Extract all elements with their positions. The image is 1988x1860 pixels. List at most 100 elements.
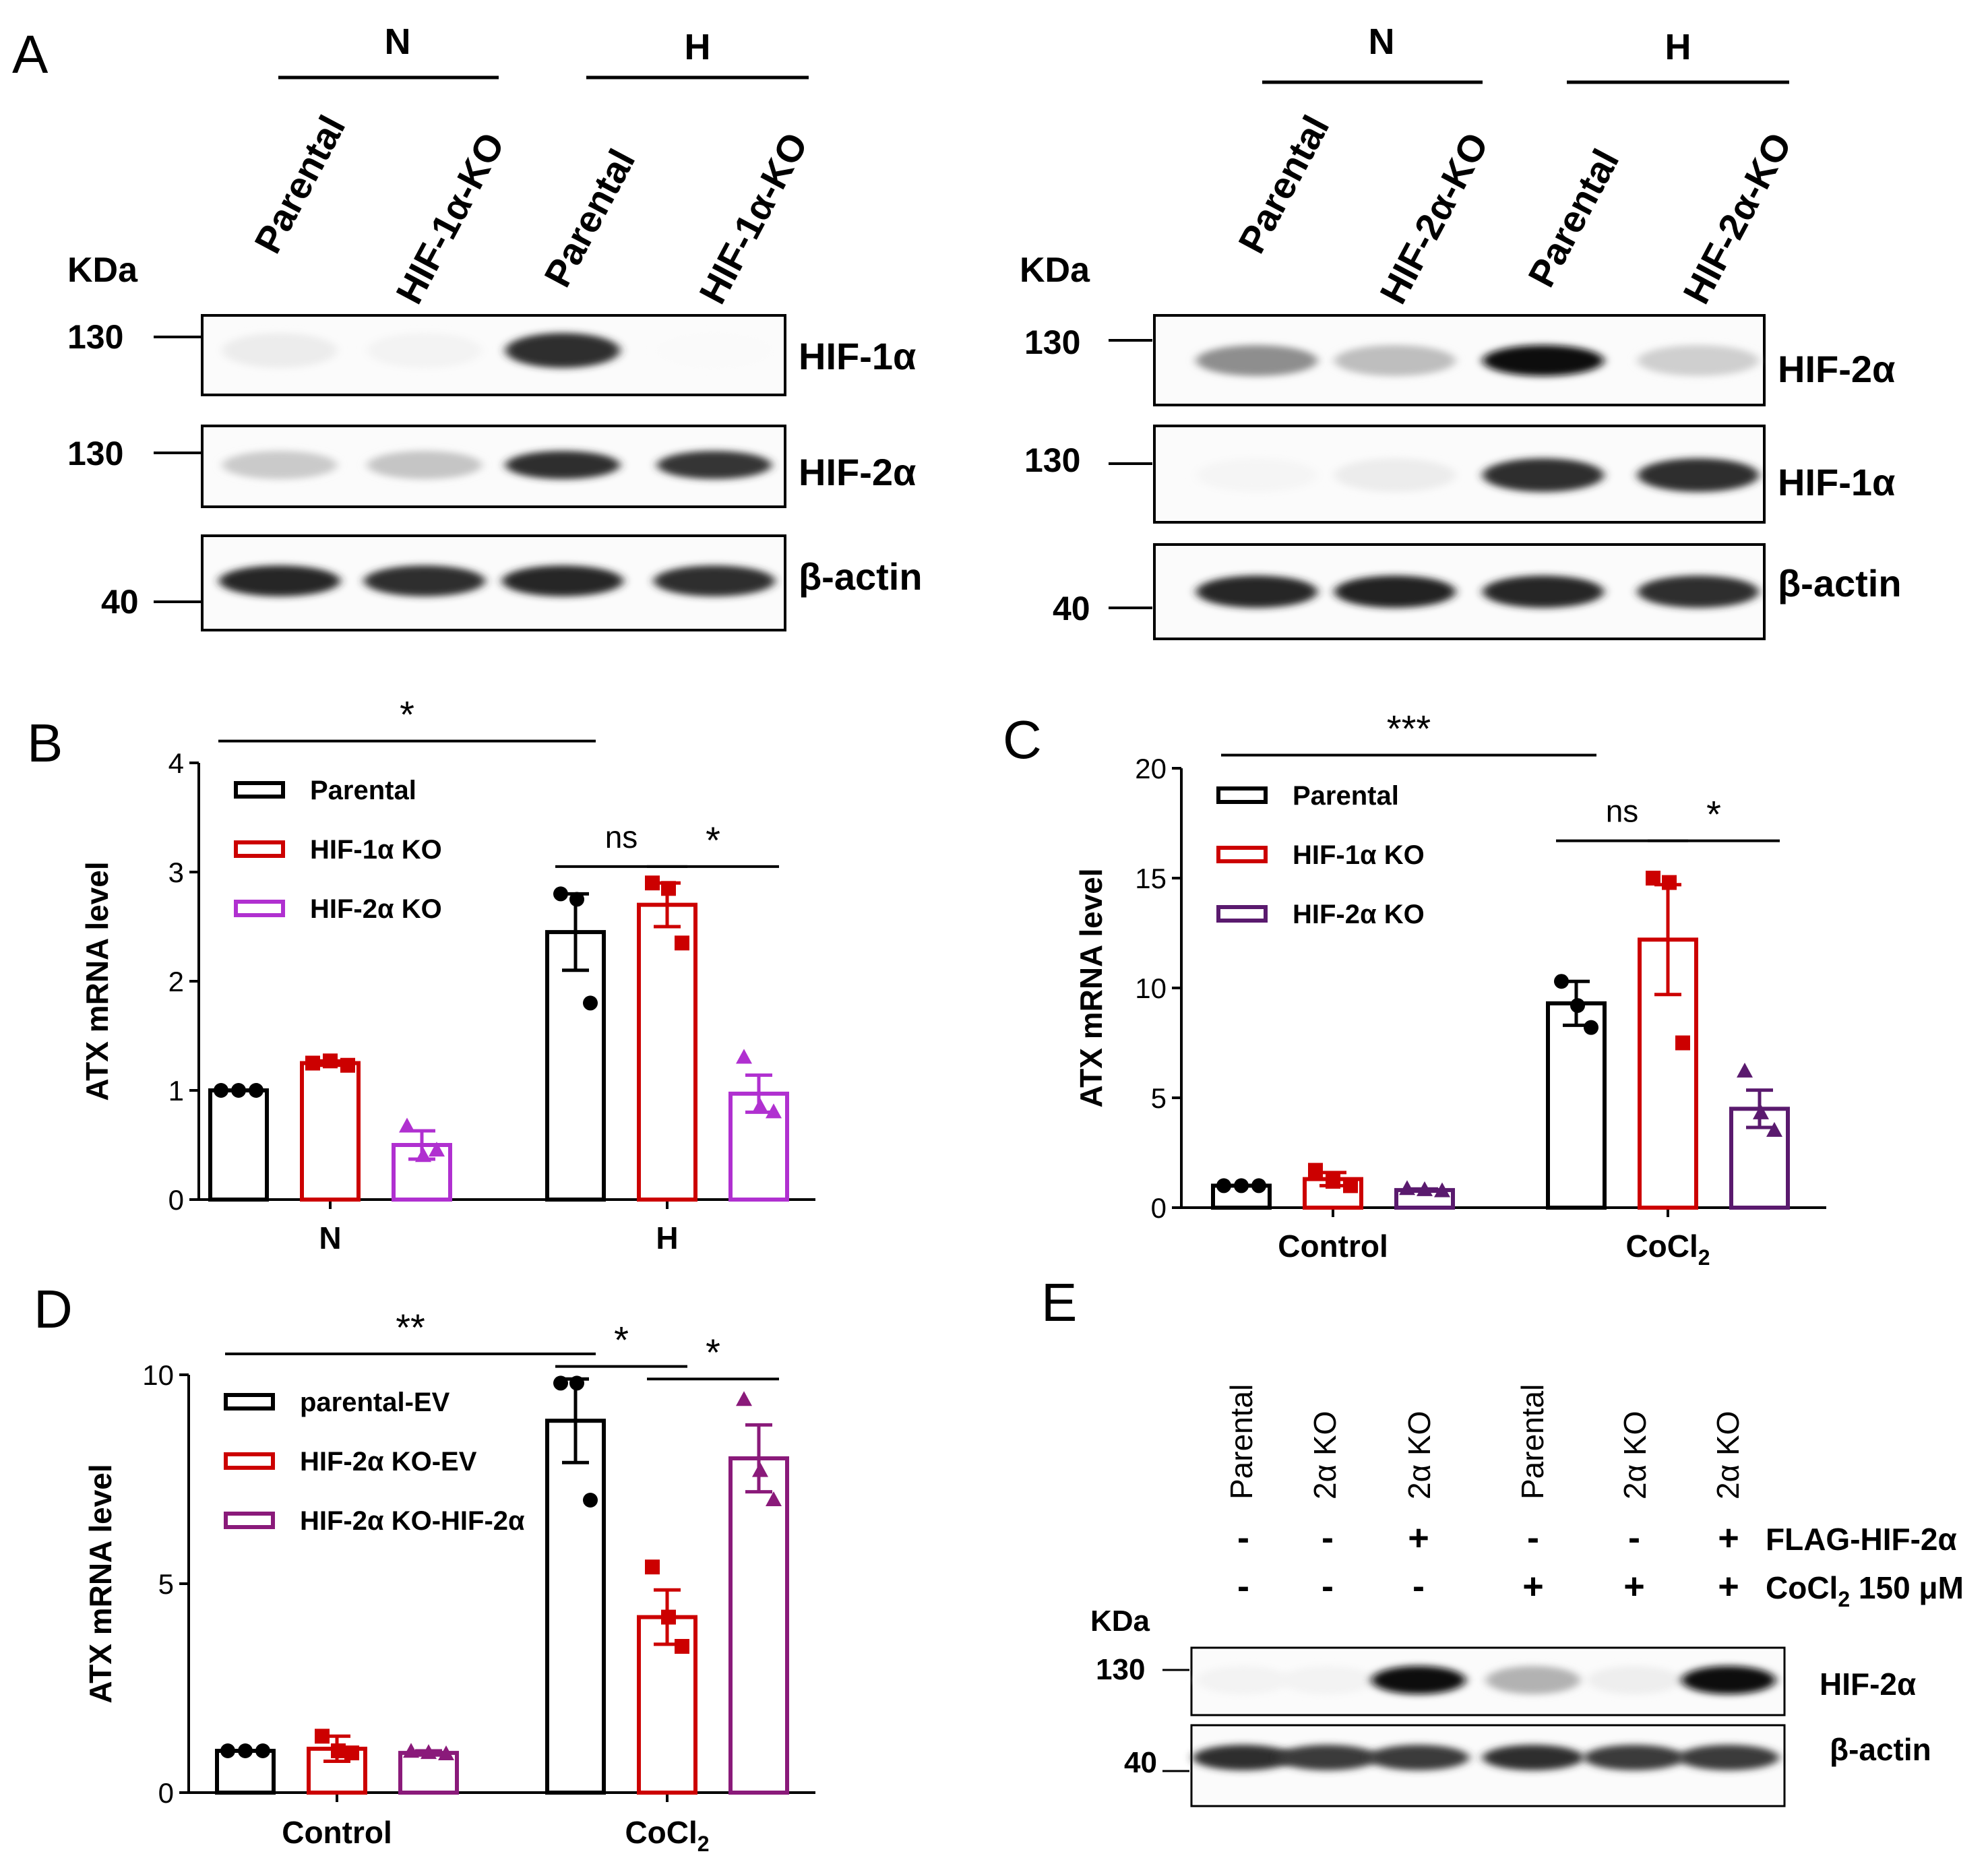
- significance-label: *: [400, 693, 414, 736]
- band: [505, 333, 620, 368]
- band: [1196, 345, 1317, 376]
- band: [1483, 1745, 1584, 1770]
- y-tick-label: 0: [1151, 1192, 1167, 1224]
- data-point: [1343, 1178, 1358, 1194]
- marker-130: 130: [1096, 1653, 1145, 1686]
- significance-label: *: [706, 819, 720, 861]
- data-point: [1417, 1181, 1433, 1196]
- group-label-n: N: [385, 22, 411, 62]
- band: [657, 333, 772, 368]
- band: [219, 565, 340, 596]
- band: [1681, 1666, 1776, 1694]
- band: [1678, 1745, 1779, 1770]
- data-point: [569, 1375, 584, 1391]
- legend-swatch: [224, 1452, 275, 1470]
- treatment-row-flag: - - + - - +: [1237, 1518, 1739, 1558]
- y-tick-label: 20: [1135, 753, 1167, 784]
- data-point: [1216, 1178, 1231, 1194]
- data-point: [1570, 998, 1585, 1014]
- legend-label: HIF-2α KO: [310, 894, 442, 924]
- legend-label: HIF-2α KO-EV: [300, 1447, 477, 1477]
- legend-label: HIF-1α KO: [310, 835, 442, 865]
- data-point: [344, 1745, 359, 1761]
- lane-label: HIF-2α-KO: [1675, 125, 1800, 310]
- marker-130: 130: [1024, 441, 1080, 479]
- data-point: [214, 1083, 228, 1098]
- y-tick-label: 2: [168, 966, 184, 997]
- y-axis-label: ATX mRNA level: [80, 861, 115, 1100]
- y-tick-label: 15: [1135, 863, 1167, 894]
- data-point: [415, 1147, 431, 1162]
- band: [1486, 1666, 1580, 1694]
- data-point: [331, 1743, 346, 1758]
- data-point: [315, 1729, 330, 1744]
- protein-label-hif1a: HIF-1α: [799, 335, 916, 377]
- protein-label-actin: β-actin: [1778, 562, 1902, 604]
- treatment-sign: +: [1522, 1566, 1544, 1607]
- data-point: [645, 1559, 660, 1575]
- legend-label: Parental: [1293, 781, 1399, 811]
- y-tick-label: 0: [168, 1184, 184, 1216]
- treatment-label-cocl2: CoCl2 150 μM: [1766, 1570, 1964, 1611]
- blot-bands-hif1a: [1196, 458, 1759, 492]
- marker-40: 40: [1124, 1746, 1157, 1779]
- legend-swatch: [224, 1393, 275, 1410]
- treatment-sign: +: [1718, 1566, 1739, 1607]
- lane-label: Parental: [1224, 1384, 1259, 1499]
- data-point: [438, 1745, 454, 1760]
- legend-label: parental-EV: [300, 1388, 450, 1417]
- data-point: [305, 1055, 320, 1071]
- blot-bands-hif2a: [222, 451, 772, 479]
- bar: [545, 1419, 606, 1795]
- bar: [545, 930, 606, 1202]
- category-label: CoCl2: [625, 1815, 709, 1856]
- y-tick-label: 3: [168, 857, 184, 888]
- western-blot-a-hif1-ko: A N H Parental HIF-1α-KO Parental HIF-1α…: [12, 22, 923, 631]
- y-tick-label: 5: [158, 1568, 174, 1600]
- lane-label: HIF-1α-KO: [691, 125, 816, 310]
- blot-bands-hif1a: [222, 333, 772, 368]
- data-point: [553, 886, 568, 902]
- western-blot-a-hif2-ko: N H Parental HIF-2α-KO Parental HIF-2α-K…: [1020, 22, 1902, 640]
- bar-chart-b: 0 1 2 3 4 ATX mRNA level N H * ns * Parental HIF-1α …: [80, 693, 815, 1256]
- y-tick-label: 10: [142, 1359, 174, 1391]
- data-point: [231, 1083, 246, 1098]
- treatment-sign: -: [1628, 1518, 1640, 1558]
- band: [1334, 345, 1456, 376]
- data-point: [249, 1083, 263, 1098]
- data-point: [1251, 1178, 1266, 1194]
- treatment-sign: -: [1322, 1566, 1334, 1607]
- band: [222, 333, 337, 368]
- treatment-sign: -: [1412, 1566, 1425, 1607]
- band: [1196, 576, 1317, 608]
- marker-130: 130: [1024, 323, 1080, 361]
- band: [502, 565, 623, 596]
- panel-letter-c: C: [1003, 710, 1042, 770]
- treatment-label-flag: FLAG-HIF-2α: [1766, 1522, 1957, 1557]
- protein-label-hif2a: HIF-2α: [799, 451, 916, 493]
- data-point: [1399, 1180, 1415, 1196]
- legend-label: HIF-1α KO: [1293, 840, 1425, 870]
- significance-label: ***: [1387, 707, 1431, 749]
- treatment-sign: -: [1527, 1518, 1539, 1558]
- lane-label: 2α KO: [1710, 1411, 1745, 1499]
- treatment-sign: +: [1623, 1566, 1645, 1607]
- band: [1483, 458, 1604, 492]
- legend-label: HIF-2α KO: [1293, 900, 1425, 929]
- band: [1587, 1666, 1681, 1694]
- data-point: [399, 1117, 415, 1133]
- data-point: [323, 1053, 338, 1069]
- data-point: [1234, 1178, 1249, 1194]
- panel-letter-a: A: [12, 24, 49, 84]
- significance-label: *: [614, 1319, 629, 1361]
- band: [364, 565, 485, 596]
- legend-label: Parental: [310, 776, 416, 805]
- data-point: [675, 1639, 689, 1654]
- data-point: [421, 1744, 437, 1760]
- data-point: [1675, 1035, 1690, 1051]
- kda-label: KDa: [67, 251, 138, 290]
- band: [1638, 576, 1759, 608]
- band: [505, 451, 620, 479]
- band: [222, 451, 337, 479]
